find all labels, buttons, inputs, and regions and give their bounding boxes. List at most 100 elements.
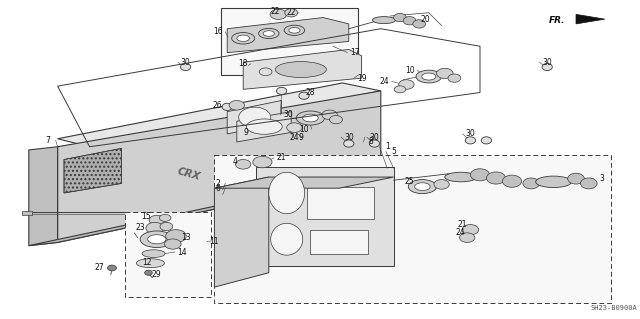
Text: SH23-B0900A: SH23-B0900A	[590, 305, 637, 311]
Text: 10: 10	[299, 125, 309, 134]
Ellipse shape	[276, 87, 287, 94]
Text: 22: 22	[287, 8, 296, 17]
Polygon shape	[237, 112, 291, 142]
Text: 3: 3	[599, 174, 604, 183]
Ellipse shape	[413, 20, 426, 28]
Polygon shape	[29, 147, 58, 246]
Text: 17: 17	[350, 48, 360, 57]
Ellipse shape	[568, 173, 584, 184]
Text: 21: 21	[277, 153, 286, 162]
Ellipse shape	[434, 180, 449, 189]
Ellipse shape	[399, 80, 414, 89]
Text: CRX: CRX	[176, 166, 202, 182]
Text: 30: 30	[180, 58, 191, 67]
Text: 21: 21	[458, 220, 467, 229]
Ellipse shape	[580, 178, 597, 189]
Ellipse shape	[481, 137, 492, 144]
Ellipse shape	[465, 137, 476, 144]
Ellipse shape	[285, 9, 298, 17]
Ellipse shape	[159, 214, 171, 221]
Text: 1: 1	[385, 142, 390, 151]
Text: 14: 14	[177, 248, 188, 256]
Ellipse shape	[536, 176, 572, 188]
Bar	[22, 211, 32, 215]
Ellipse shape	[287, 123, 302, 132]
Text: 24: 24	[289, 133, 300, 142]
Ellipse shape	[108, 265, 116, 271]
Text: 25: 25	[404, 177, 415, 186]
Text: 7: 7	[45, 136, 51, 145]
Ellipse shape	[160, 222, 173, 231]
Ellipse shape	[344, 140, 354, 147]
Ellipse shape	[180, 63, 191, 70]
Ellipse shape	[253, 156, 272, 168]
Ellipse shape	[142, 250, 165, 257]
Polygon shape	[227, 18, 349, 53]
Ellipse shape	[246, 119, 282, 134]
Ellipse shape	[372, 17, 396, 24]
Ellipse shape	[542, 63, 552, 70]
Bar	[307, 187, 374, 219]
Text: 2: 2	[215, 179, 220, 188]
Ellipse shape	[303, 114, 318, 122]
Text: 9: 9	[298, 133, 303, 142]
Ellipse shape	[148, 235, 166, 244]
Text: 16: 16	[212, 27, 223, 36]
Ellipse shape	[408, 180, 436, 194]
Polygon shape	[227, 100, 282, 134]
Ellipse shape	[239, 107, 271, 128]
Text: 12: 12	[143, 258, 152, 267]
Polygon shape	[58, 91, 381, 242]
Ellipse shape	[284, 25, 305, 35]
Ellipse shape	[271, 223, 303, 255]
Polygon shape	[214, 177, 269, 287]
Ellipse shape	[523, 178, 540, 189]
Text: 24: 24	[379, 77, 389, 86]
Text: 26: 26	[212, 101, 223, 110]
Ellipse shape	[369, 140, 380, 147]
Polygon shape	[214, 177, 394, 188]
Text: 20: 20	[420, 15, 431, 24]
Text: 29: 29	[152, 271, 162, 279]
Text: 5: 5	[391, 147, 396, 156]
Ellipse shape	[140, 231, 173, 248]
Polygon shape	[64, 148, 122, 193]
Ellipse shape	[146, 222, 164, 234]
Ellipse shape	[145, 270, 152, 275]
Text: 4: 4	[233, 157, 238, 166]
Ellipse shape	[289, 27, 300, 33]
Ellipse shape	[470, 169, 490, 181]
Ellipse shape	[263, 31, 275, 36]
Bar	[214, 155, 611, 303]
Text: 30: 30	[344, 133, 354, 142]
Ellipse shape	[275, 62, 326, 78]
Ellipse shape	[330, 115, 342, 124]
Text: 13: 13	[180, 233, 191, 242]
Ellipse shape	[136, 259, 164, 268]
Polygon shape	[256, 167, 394, 266]
Text: 9: 9	[244, 128, 249, 137]
Ellipse shape	[166, 230, 186, 242]
Ellipse shape	[445, 172, 477, 182]
Ellipse shape	[164, 239, 181, 249]
Ellipse shape	[502, 175, 522, 187]
Ellipse shape	[416, 70, 442, 83]
Bar	[125, 212, 211, 297]
Text: 30: 30	[283, 110, 293, 119]
Ellipse shape	[462, 225, 479, 235]
Text: 11: 11	[210, 237, 219, 246]
Text: 23: 23	[136, 223, 146, 232]
Ellipse shape	[259, 28, 279, 39]
Polygon shape	[576, 14, 605, 24]
Ellipse shape	[222, 103, 232, 110]
Ellipse shape	[394, 13, 406, 22]
Text: 22: 22	[271, 7, 280, 16]
Ellipse shape	[422, 73, 436, 80]
Ellipse shape	[448, 74, 461, 82]
Ellipse shape	[236, 160, 251, 169]
Text: FR.: FR.	[548, 16, 565, 25]
Text: 30: 30	[542, 58, 552, 67]
Ellipse shape	[149, 215, 164, 225]
Text: 8: 8	[369, 137, 374, 146]
Polygon shape	[58, 83, 381, 147]
